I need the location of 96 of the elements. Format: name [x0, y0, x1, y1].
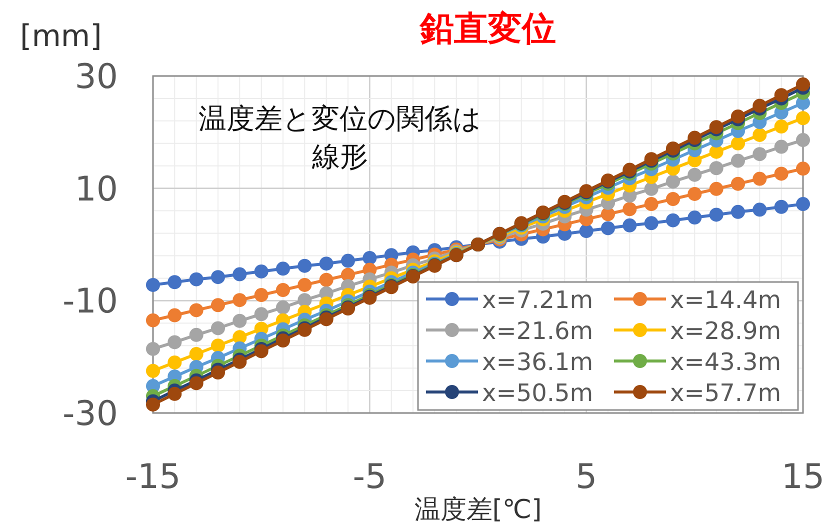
point: [168, 386, 182, 401]
legend-label: x=36.1m: [482, 348, 594, 376]
point: [146, 398, 160, 412]
x-tick-label: -15: [125, 457, 181, 497]
y-tick-label: 10: [74, 169, 118, 210]
point: [774, 120, 788, 134]
legend-label: x=21.6m: [482, 317, 594, 345]
point: [168, 335, 182, 350]
point: [731, 109, 745, 124]
point: [731, 154, 745, 168]
point: [211, 270, 225, 284]
point: [731, 204, 745, 219]
y-tick-label: -10: [62, 282, 118, 322]
y-tick-label: 30: [74, 57, 118, 97]
point: [601, 221, 615, 236]
point: [298, 258, 312, 273]
point: [622, 218, 637, 232]
point: [774, 200, 788, 214]
point: [341, 254, 355, 268]
point: [168, 275, 182, 290]
chart-title: 鉛直変位: [419, 9, 556, 49]
point: [232, 293, 247, 308]
point: [298, 293, 312, 308]
point: [254, 344, 268, 358]
point: [146, 278, 160, 292]
point: [796, 162, 810, 176]
point: [709, 182, 724, 196]
point: [276, 300, 290, 314]
point: [319, 256, 334, 271]
point: [232, 314, 247, 328]
point: [579, 224, 594, 238]
point: [709, 161, 724, 176]
legend-label: x=14.4m: [670, 286, 782, 314]
legend-label: x=50.5m: [482, 379, 594, 407]
point: [232, 267, 247, 282]
point: [752, 147, 767, 162]
point: [688, 168, 702, 182]
point: [211, 321, 225, 336]
point: [298, 278, 312, 292]
point: [254, 264, 268, 278]
x-tick-label: -5: [352, 457, 387, 497]
point: [189, 303, 204, 318]
y-axis-title: [mm]: [20, 19, 102, 54]
point: [146, 313, 160, 328]
point: [211, 298, 225, 312]
point: [622, 202, 637, 216]
point: [276, 282, 290, 297]
point: [752, 128, 767, 142]
point: [709, 208, 724, 222]
point: [796, 133, 810, 148]
point: [731, 136, 745, 150]
x-axis-title: 温度差[℃]: [414, 495, 542, 523]
point: [666, 174, 680, 189]
point: [796, 77, 810, 92]
point: [168, 355, 182, 370]
point: [688, 186, 702, 201]
point: [362, 250, 377, 265]
point: [688, 130, 702, 145]
point: [666, 192, 680, 206]
annotation: 温度差と変位の関係は線形: [198, 102, 482, 173]
point: [146, 364, 160, 378]
point: [774, 166, 788, 181]
point: [644, 182, 658, 196]
point: [752, 202, 767, 217]
point: [146, 342, 160, 356]
point: [644, 216, 658, 230]
legend-label: x=43.3m: [670, 348, 782, 376]
point: [211, 338, 225, 353]
point: [774, 140, 788, 154]
y-tick-label: -30: [62, 394, 118, 434]
point: [254, 307, 268, 322]
point: [189, 328, 204, 342]
x-tick-label: 5: [576, 457, 598, 497]
point: [644, 197, 658, 212]
legend-label: x=28.9m: [670, 317, 782, 345]
point: [276, 334, 290, 348]
legend-label: x=57.7m: [670, 379, 782, 407]
point: [666, 141, 680, 156]
point: [189, 272, 204, 286]
point: [276, 262, 290, 276]
point: [688, 210, 702, 225]
point: [319, 272, 334, 287]
x-tick-label: 15: [781, 457, 825, 497]
legend-label: x=7.21m: [482, 286, 594, 314]
point: [774, 88, 788, 102]
point: [752, 172, 767, 186]
point: [189, 376, 204, 390]
point: [254, 288, 268, 302]
point: [796, 111, 810, 126]
point: [211, 366, 225, 380]
point: [189, 347, 204, 362]
point: [752, 98, 767, 113]
point: [796, 197, 810, 212]
point: [731, 176, 745, 191]
point: [666, 213, 680, 228]
point: [168, 308, 182, 322]
